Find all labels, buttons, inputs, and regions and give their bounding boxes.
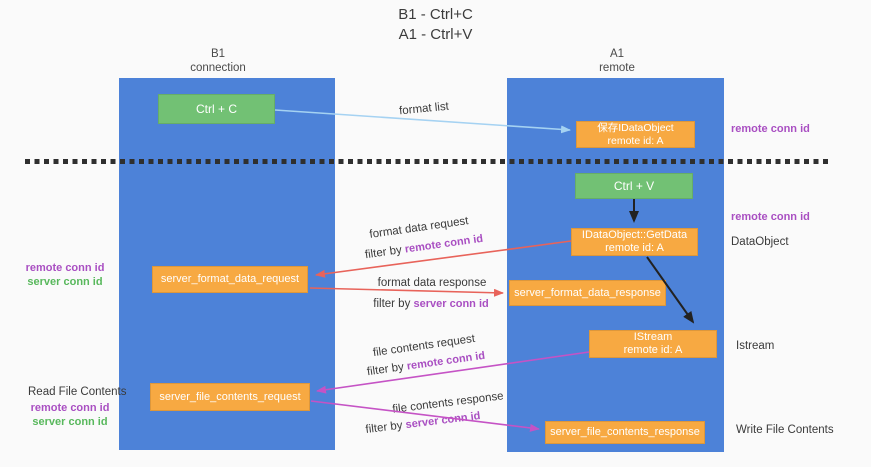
filter-by-text: filter by (366, 360, 408, 379)
node-idataobject-getdata-line2: remote id: A (605, 242, 664, 254)
left-column-header: B1 connection (158, 47, 278, 75)
diagram-title: B1 - Ctrl+C A1 - Ctrl+V (0, 5, 871, 45)
label-format-data-response: format data response (377, 277, 487, 289)
filter-by-text: filter by (364, 243, 406, 262)
left-conn-id-group-2: remote conn id server conn id (20, 402, 120, 429)
left-column-role: connection (190, 62, 246, 74)
node-server-file-contents-request: server_file_contents_request (150, 383, 310, 411)
remote-conn-id-text: remote conn id (404, 232, 484, 256)
left-server-conn-id-1: server conn id (27, 275, 103, 288)
node-ctrl-c-label: Ctrl + C (195, 102, 237, 116)
node-ctrl-c: Ctrl + C (158, 94, 275, 124)
node-istream-line2: remote id: A (623, 344, 683, 356)
label-filter-by-server-2: filter by server conn id (365, 410, 481, 436)
remote-conn-id-text: remote conn id (406, 349, 486, 373)
label-filter-by-server-1: filter by server conn id (373, 298, 488, 310)
node-save-idataobject-line1: 保存IDataObject (597, 121, 674, 134)
dashed-separator-line (25, 159, 832, 164)
right-column-header: A1 remote (557, 47, 677, 75)
node-server-format-data-request: server_format_data_request (152, 266, 308, 293)
right-remote-conn-id-1: remote conn id (731, 123, 810, 135)
right-column-role: remote (599, 62, 635, 74)
server-conn-id-text: server conn id (404, 410, 482, 432)
label-file-contents-response: file contents response (391, 390, 505, 416)
left-remote-conn-id-1: remote conn id (25, 262, 105, 274)
node-server-file-contents-request-label: server_file_contents_request (159, 390, 301, 403)
right-dataobject-label: DataObject (731, 236, 789, 248)
left-conn-id-group-1: remote conn id server conn id (15, 262, 115, 289)
node-ctrl-v: Ctrl + V (575, 173, 693, 199)
node-server-format-data-response: server_format_data_response (509, 280, 666, 306)
node-server-format-data-request-label: server_format_data_request (160, 273, 300, 285)
node-ctrl-v-label: Ctrl + V (613, 179, 655, 193)
node-save-idataobject: 保存IDataObject remote id: A (576, 121, 695, 148)
filter-by-text: filter by (373, 298, 414, 310)
node-istream: IStream remote id: A (589, 330, 717, 358)
left-column-name: B1 (210, 48, 226, 60)
node-idataobject-getdata: IDataObject::GetData remote id: A (571, 228, 698, 256)
label-format-list: format list (398, 100, 450, 118)
title-line-1: B1 - Ctrl+C (398, 6, 473, 23)
node-save-idataobject-line2: remote id: A (607, 134, 664, 147)
filter-by-text: filter by (364, 419, 407, 436)
left-read-file-contents-label: Read File Contents (28, 386, 127, 398)
node-server-file-contents-response-label: server_file_contents_response (550, 426, 700, 438)
left-remote-conn-id-2: remote conn id (30, 402, 110, 414)
node-server-file-contents-response: server_file_contents_response (545, 421, 705, 444)
node-idataobject-getdata-line1: IDataObject::GetData (581, 229, 688, 241)
node-server-format-data-response-label: server_format_data_response (514, 286, 661, 299)
right-istream-label: Istream (736, 340, 775, 352)
server-conn-id-text: server conn id (413, 298, 489, 310)
node-istream-line1: IStream (633, 331, 673, 343)
right-remote-conn-id-2: remote conn id (731, 211, 810, 223)
title-line-2: A1 - Ctrl+V (398, 26, 473, 43)
right-write-file-contents-label: Write File Contents (736, 424, 834, 436)
left-server-conn-id-2: server conn id (32, 415, 108, 428)
right-column-name: A1 (609, 48, 625, 60)
